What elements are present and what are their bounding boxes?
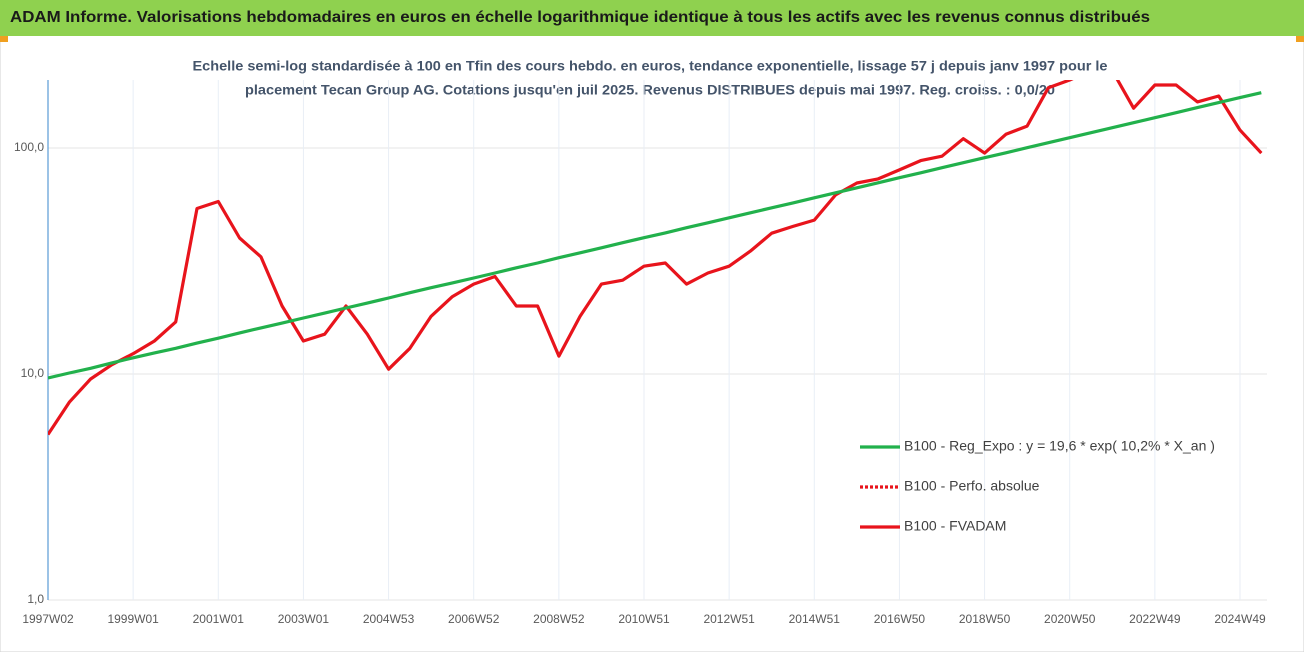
x-tick-label: 2010W51 [618,612,670,626]
legend-label: B100 - Reg_Expo : y = 19,6 * exp( 10,2% … [904,438,1215,454]
y-tick-label: 10,0 [21,366,45,380]
x-tick-label: 1997W02 [22,612,74,626]
x-tick-label: 2004W53 [363,612,415,626]
legend-label: B100 - FVADAM [904,518,1006,534]
x-tick-label: 2020W50 [1044,612,1096,626]
title-bar [0,0,1304,36]
x-tick-label: 2024W49 [1214,612,1266,626]
x-tick-label: 2018W50 [959,612,1011,626]
x-tick-label: 2008W52 [533,612,585,626]
subtitle: placement Tecan Group AG. Cotations jusq… [245,82,1055,98]
x-tick-label: 1999W01 [107,612,159,626]
legend-label: B100 - Perfo. absolue [904,478,1040,494]
plot-area [48,80,1263,436]
x-tick-label: 2016W50 [874,612,926,626]
corner [0,36,8,42]
data-line [48,80,1263,436]
y-tick-label: 100,0 [14,140,44,154]
y-tick-label: 1,0 [27,592,44,606]
chart-title: ADAM Informe. Valorisations hebdomadaire… [10,9,1150,26]
x-tick-label: 2006W52 [448,612,500,626]
x-tick-label: 2022W49 [1129,612,1181,626]
x-tick-label: 2014W51 [789,612,841,626]
data-line [48,91,1262,380]
x-tick-label: 2001W01 [193,612,245,626]
subtitle: Echelle semi-log standardisée à 100 en T… [193,58,1108,74]
corner [1296,36,1304,42]
x-tick-label: 2003W01 [278,612,330,626]
x-tick-label: 2012W51 [703,612,755,626]
